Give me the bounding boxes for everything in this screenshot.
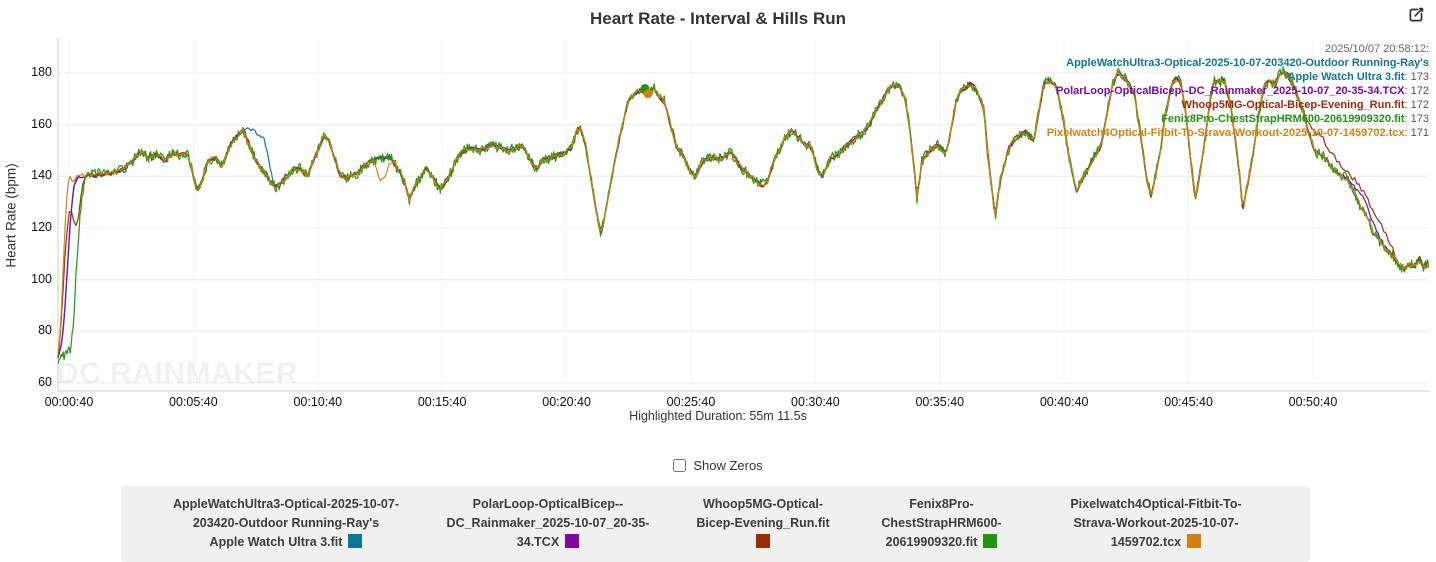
legend-item-fenix[interactable]: Fenix8Pro- ChestStrapHRM600- 20619909320… [881, 497, 1002, 549]
tooltip-series-row: Pixelwatch4Optical-Fitbit-To-Strava-Work… [1047, 126, 1429, 140]
x-axis-tick-label: 00:05:40 [169, 395, 218, 409]
chart-canvas[interactable] [0, 0, 1436, 392]
y-axis-tick-label: 180 [31, 65, 52, 79]
x-axis-tick-label: 00:10:40 [293, 395, 343, 409]
y-axis-title: Heart Rate (bpm) [3, 163, 19, 268]
x-axis-tick-label: 00:20:40 [542, 395, 591, 409]
edit-square-icon [1409, 7, 1423, 22]
x-axis-tick-label: 00:00:40 [44, 395, 94, 409]
color-swatch [565, 534, 580, 548]
show-zeros-checkbox[interactable] [673, 459, 687, 472]
x-axis-tick-label: 00:40:40 [1039, 395, 1089, 409]
legend-item-polarloop[interactable]: PolarLoop-OpticalBicep-- DC_Rainmaker_20… [446, 497, 650, 549]
color-swatch [1187, 534, 1202, 548]
color-swatch [348, 534, 363, 548]
x-axis-tick-label: 00:25:40 [666, 395, 716, 409]
tooltip-series-row: Whoop5MG-Optical-Bicep-Evening_Run.fit17… [1047, 98, 1429, 112]
show-zeros-control[interactable]: Show Zeros [673, 458, 763, 473]
show-zeros-label: Show Zeros [693, 458, 763, 473]
tooltip-series-row: Fenix8Pro-ChestStrapHRM600-20619909320.f… [1047, 112, 1429, 126]
show-zeros-row: Show Zeros [0, 458, 1436, 475]
y-axis-tick-label: 160 [31, 116, 52, 131]
y-axis-tick-label: 80 [38, 323, 52, 338]
tooltip-timestamp: 2025/10/07 20:58:12: [1325, 43, 1429, 55]
legend-item-applewatch[interactable]: AppleWatchUltra3-Optical-2025-10-07- 203… [173, 497, 399, 549]
series-legend: AppleWatchUltra3-Optical-2025-10-07- 203… [121, 486, 1310, 562]
legend-item-whoop[interactable]: Whoop5MG-Optical- Bicep-Evening_Run.fit [679, 495, 847, 552]
tooltip-series-row: Apple Watch Ultra 3.fit173 [1047, 70, 1429, 84]
x-axis-tick-label: 00:50:40 [1288, 395, 1338, 409]
heart-rate-chart[interactable]: Heart Rate (bpm) DC RAINMAKER 2025/10/07… [0, 0, 1436, 430]
x-axis-tick-label: 00:45:40 [1164, 395, 1213, 409]
legend-item-pixelwatch[interactable]: Pixelwatch4Optical-Fitbit-To- Strava-Wor… [1070, 497, 1242, 549]
color-swatch [756, 534, 770, 548]
tooltip-series-row: AppleWatchUltra3-Optical-2025-10-07-2034… [1066, 57, 1429, 69]
y-axis-tick-label: 140 [31, 168, 52, 183]
color-swatch [983, 534, 998, 548]
x-axis-tick-label: 00:30:40 [791, 395, 840, 409]
highlighted-duration: Highlighted Duration: 55m 11.5s [629, 409, 807, 423]
dc-rainmaker-watermark: DC RAINMAKER [57, 357, 298, 390]
tooltip-series-row: PolarLoop-OpticalBicep--DC_Rainmaker_202… [1047, 84, 1429, 98]
edit-chart-button[interactable] [1406, 6, 1426, 26]
y-axis-tick-label: 60 [38, 374, 52, 389]
page-title: Heart Rate - Interval & Hills Run [589, 9, 846, 28]
x-axis-tick-label: 00:15:40 [417, 395, 467, 409]
y-axis-tick-label: 100 [31, 271, 52, 286]
x-axis-tick-label: 00:35:40 [915, 395, 965, 409]
hover-tooltip: 2025/10/07 20:58:12: AppleWatchUltra3-Op… [1047, 42, 1429, 140]
y-axis-tick-label: 120 [31, 219, 52, 234]
